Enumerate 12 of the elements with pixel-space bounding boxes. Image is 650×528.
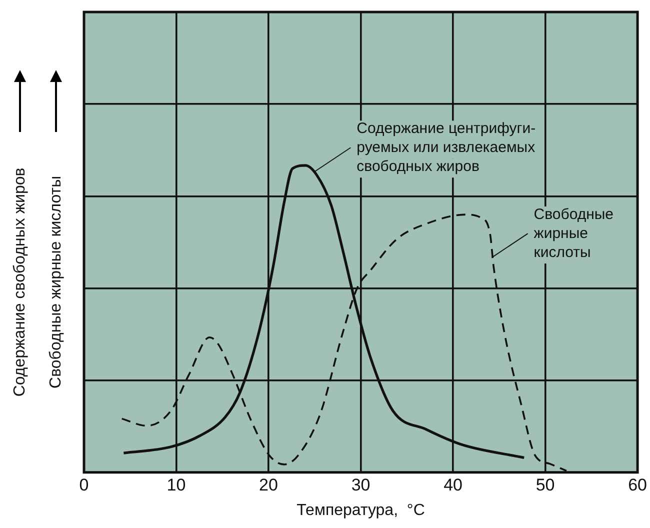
x-axis-title: Температура, °C xyxy=(296,502,425,519)
x-tick-label: 60 xyxy=(628,475,648,494)
x-tick-label: 20 xyxy=(259,475,278,494)
x-tick-label: 50 xyxy=(536,475,555,494)
x-tick-label: 40 xyxy=(444,475,462,494)
x-tick-label: 30 xyxy=(351,475,370,494)
y-axis-title: Содержание свободных жиров xyxy=(11,168,28,397)
x-tick-label: 0 xyxy=(79,475,89,494)
y2-axis-title: Свободные жирные кислоты xyxy=(47,176,64,388)
x-tick-label: 10 xyxy=(166,475,186,494)
annotation: Свободные жирные кислоты xyxy=(534,206,614,262)
annotation: Содержание центрифуги- руемых или извлекаемых свободных жиров xyxy=(356,120,536,176)
